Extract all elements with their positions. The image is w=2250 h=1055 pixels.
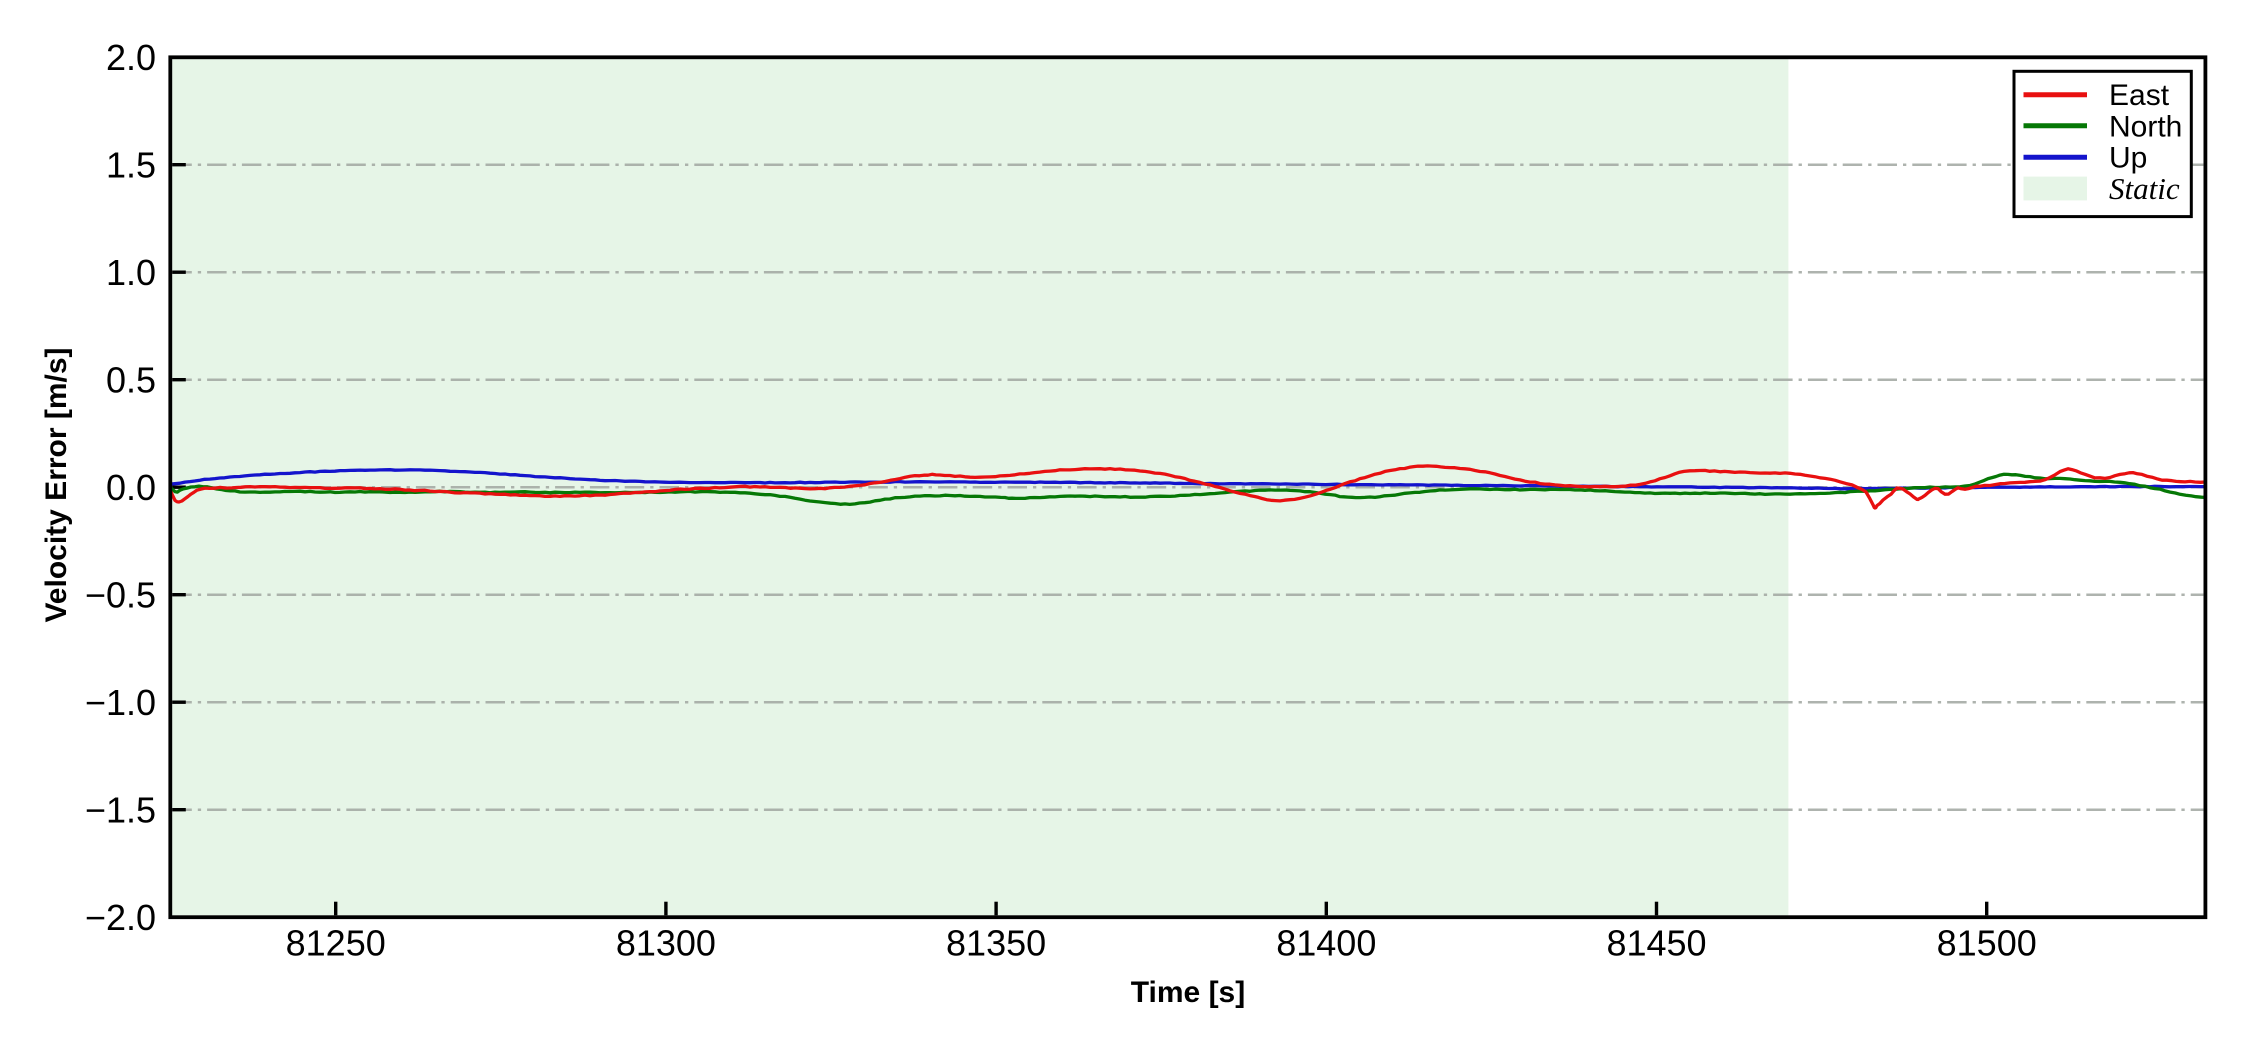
- svg-text:81350: 81350: [946, 923, 1046, 964]
- svg-text:81250: 81250: [286, 923, 386, 964]
- svg-text:1.0: 1.0: [106, 252, 156, 293]
- svg-text:81400: 81400: [1276, 923, 1376, 964]
- svg-text:81300: 81300: [616, 923, 716, 964]
- svg-text:2.0: 2.0: [106, 37, 156, 78]
- svg-text:East: East: [2109, 79, 2170, 112]
- svg-text:Time [s]: Time [s]: [1131, 976, 1245, 1009]
- svg-text:−0.5: −0.5: [85, 574, 156, 615]
- svg-text:0.0: 0.0: [106, 467, 156, 508]
- svg-text:Velocity Error [m/s]: Velocity Error [m/s]: [40, 347, 73, 622]
- svg-text:81500: 81500: [1937, 923, 2037, 964]
- svg-text:−1.5: −1.5: [85, 789, 156, 830]
- svg-text:81450: 81450: [1606, 923, 1706, 964]
- svg-text:North: North: [2109, 110, 2182, 143]
- svg-text:−1.0: −1.0: [85, 682, 156, 723]
- svg-text:−2.0: −2.0: [85, 897, 156, 938]
- svg-text:1.5: 1.5: [106, 144, 156, 185]
- svg-text:Static: Static: [2109, 171, 2180, 206]
- svg-text:Up: Up: [2109, 142, 2147, 175]
- svg-text:0.5: 0.5: [106, 359, 156, 400]
